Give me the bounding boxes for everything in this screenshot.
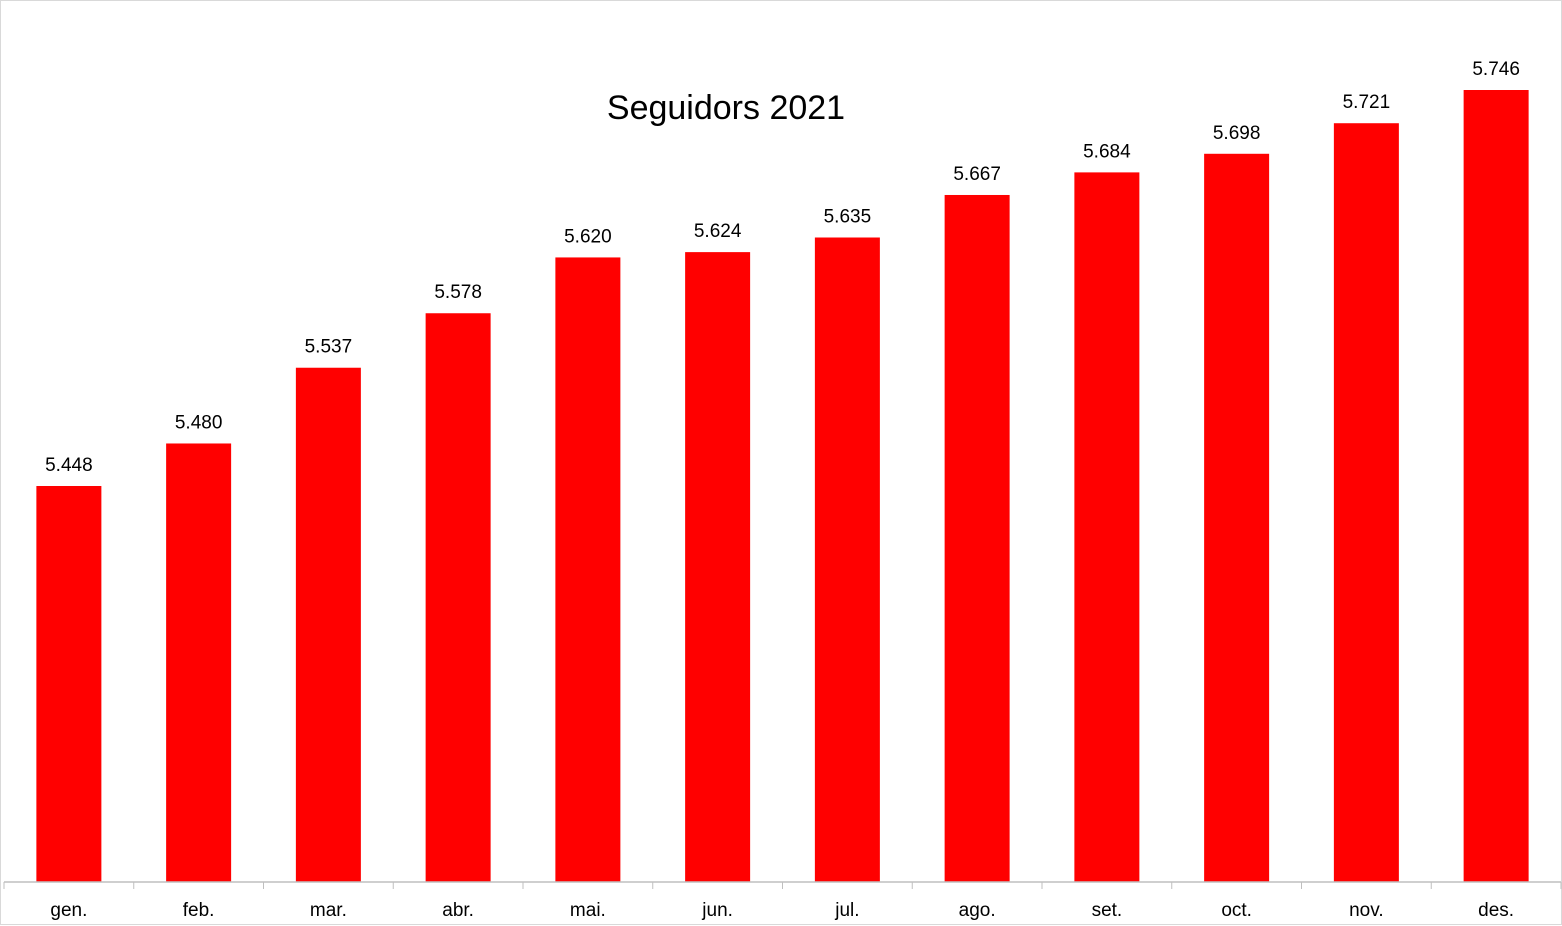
chart-title: Seguidors 2021 [607,89,845,127]
data-label: 5.746 [1472,59,1520,80]
x-tick-label: abr. [442,900,474,921]
x-tick-label: set. [1092,900,1123,921]
bar-feb [166,443,232,882]
x-axis-tick-labels-group: gen. feb. mar. abr. mai. jun. jul. ago. set. oct.… [50,900,1514,921]
x-axis-ticks-group [3,882,1562,889]
bar-abr [425,313,491,883]
bar-des [1463,90,1529,882]
x-tick-label: mai. [570,900,606,921]
bar-oct [1204,153,1270,883]
data-label: 5.480 [175,412,223,433]
data-label: 5.620 [564,226,612,247]
x-tick-label: jun. [701,900,733,921]
x-tick-label: oct. [1221,900,1252,921]
bar-ago [944,194,1010,882]
data-label: 5.667 [953,164,1001,185]
x-tick-label: ago. [959,900,996,921]
data-label: 5.578 [434,282,482,303]
bars-group [36,90,1529,883]
x-tick-label: nov. [1349,900,1384,921]
bar-mai [555,257,621,882]
data-label: 5.624 [694,221,742,242]
bar-gen [36,486,102,882]
data-labels-group: 5.448 5.480 5.537 5.578 5.620 5.624 5.635 5.667… [45,59,1520,476]
x-tick-label: mar. [310,900,347,921]
x-tick-label: feb. [183,900,215,921]
data-label: 5.635 [824,207,872,228]
bar-nov [1333,123,1399,882]
x-tick-label: jul. [834,900,859,921]
data-label: 5.698 [1213,123,1261,144]
bar-mar [295,367,361,882]
data-label: 5.684 [1083,141,1131,162]
bar-jun [685,252,751,883]
data-label: 5.721 [1343,92,1391,113]
x-tick-label: gen. [50,900,87,921]
x-tick-label: des. [1478,900,1514,921]
bar-set [1074,172,1140,882]
data-label: 5.537 [305,337,353,358]
data-label: 5.448 [45,455,93,476]
bar-jul [814,237,880,882]
